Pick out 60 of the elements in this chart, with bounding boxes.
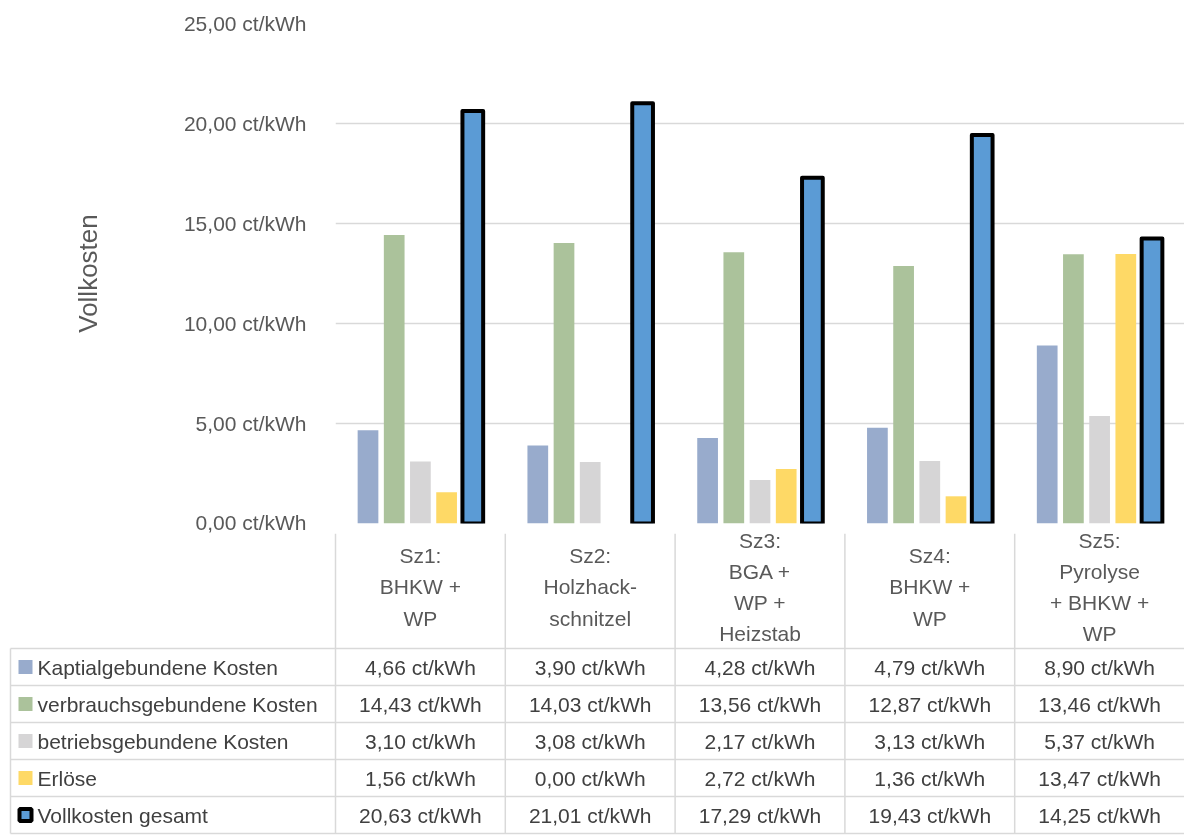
data-label: 13,46 ct/kWh: [1038, 692, 1161, 716]
data-label: 14,25 ct/kWh: [1038, 803, 1161, 827]
bar: [775, 469, 797, 524]
data-label: 20,63 ct/kWh: [359, 803, 482, 827]
data-label: 21,01 ct/kWh: [528, 803, 652, 827]
x-tick-label: Sz3: BGA + WP + Heizstab: [719, 528, 801, 646]
data-label: 4,66 ct/kWh: [364, 655, 476, 679]
y-tick-label: 20,00 ct/kWh: [183, 112, 307, 135]
data-label: 3,13 ct/kWh: [874, 729, 986, 753]
bar: [357, 430, 379, 524]
y-tick-label: 25,00 ct/kWh: [183, 12, 307, 35]
data-label: 14,03 ct/kWh: [528, 692, 652, 716]
bar: [867, 427, 888, 524]
y-axis-title: Vollkosten: [72, 214, 103, 333]
data-label: 17,29 ct/kWh: [698, 803, 822, 827]
data-label: 3,08 ct/kWh: [534, 729, 646, 753]
data-label: 19,43 ct/kWh: [868, 803, 992, 827]
data-label: 4,79 ct/kWh: [874, 655, 986, 679]
data-label: 13,56 ct/kWh: [698, 692, 822, 716]
data-label: 3,10 ct/kWh: [364, 729, 476, 753]
legend-label: verbrauchsgebundene Kosten: [37, 692, 318, 716]
data-label: 3,90 ct/kWh: [534, 655, 646, 679]
data-label: 8,90 ct/kWh: [1044, 655, 1156, 679]
bar: [1115, 254, 1137, 524]
data-label: 2,17 ct/kWh: [704, 729, 816, 753]
legend-label: Vollkosten gesamt: [37, 803, 209, 827]
data-label: 12,87 ct/kWh: [868, 692, 992, 716]
data-label: 13,47 ct/kWh: [1038, 766, 1161, 790]
y-tick-label: 5,00 ct/kWh: [195, 412, 307, 435]
bar: [723, 252, 745, 524]
legend-label: betriebsgebundene Kosten: [37, 729, 289, 753]
bar: [553, 242, 575, 524]
x-tick-label: Sz1: BHKW + WP: [379, 544, 461, 630]
bar: [945, 496, 967, 524]
bar: [383, 234, 405, 524]
bar: [436, 492, 457, 524]
data-label: 0,00 ct/kWh: [534, 766, 646, 790]
y-tick-label: 0,00 ct/kWh: [195, 510, 307, 534]
bar: [919, 460, 941, 524]
bar: [697, 437, 718, 524]
bar: [410, 461, 431, 524]
y-tick-label: 10,00 ct/kWh: [183, 312, 307, 335]
legend-label: Erlöse: [37, 766, 98, 790]
data-label: 2,72 ct/kWh: [704, 766, 816, 790]
data-label: 5,37 ct/kWh: [1044, 729, 1156, 753]
legend-label: Kaptialgebundene Kosten: [37, 655, 279, 679]
bar: [527, 445, 549, 524]
bar: [893, 266, 914, 524]
bar: [749, 480, 771, 524]
data-label: 1,56 ct/kWh: [364, 766, 476, 790]
x-tick-label: Sz2: Holzhack- schnitzel: [543, 544, 637, 630]
y-tick-label: 15,00 ct/kWh: [183, 212, 307, 235]
bar: [579, 461, 601, 524]
x-tick-label: Sz4: BHKW + WP: [889, 544, 971, 630]
data-label: 4,28 ct/kWh: [704, 655, 816, 679]
bar: [1036, 345, 1058, 524]
x-tick-label: Sz5: Pyrolyse + BHKW + WP: [1050, 528, 1150, 646]
data-label: 1,36 ct/kWh: [874, 766, 986, 790]
data-label: 14,43 ct/kWh: [359, 692, 482, 716]
bar: [1063, 254, 1084, 524]
